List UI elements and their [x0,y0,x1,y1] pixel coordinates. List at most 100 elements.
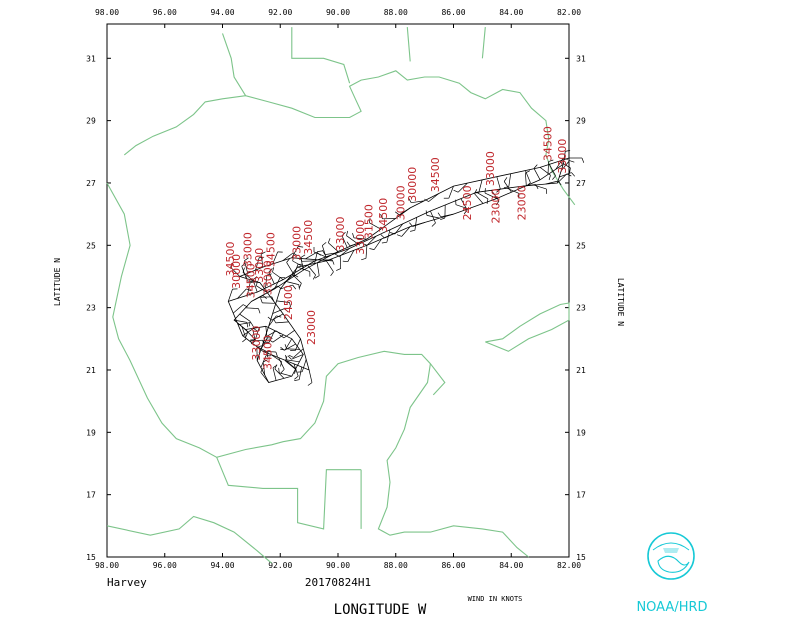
wind-barb-flag [292,256,294,262]
wind-barb [230,267,241,277]
lon-label-top: 94.00 [210,8,234,17]
wind-barb [255,257,260,271]
altitude-label: 34500 [262,335,275,370]
wind-barb-flag [288,354,294,358]
lon-label-bottom: 96.00 [153,561,177,570]
wind-barb-flag [250,322,254,327]
altitude-label: 34500 [265,232,278,267]
wind-barb [232,304,244,314]
wind-barb [234,319,247,323]
wind-barb [274,368,285,379]
coastline-segment [221,33,247,96]
wind-barb [426,215,440,219]
wind-barb-flag [463,209,468,215]
wind-barb-flag [331,259,335,265]
wind-barb [430,210,436,224]
wind-barb-flag [272,364,278,369]
coastline-segment [429,363,446,396]
wind-barb-flag [241,262,246,267]
wind-barb [539,167,551,176]
wind-barb-flag [317,250,323,252]
wind-barb-flag [245,275,248,281]
wind-barb-flag [292,284,297,290]
storm-name: Harvey [107,576,147,589]
wind-barb-flag [342,260,348,263]
wind-barb-flag [346,241,351,247]
wind-barb [262,362,266,376]
wind-barb-flag [535,184,539,190]
wind-barb-flag [266,273,272,276]
wind-barb [251,295,264,302]
wind-barb [237,288,247,299]
wind-barb [440,213,454,218]
wind-barb [321,245,327,259]
altitude-label: 33000 [354,220,367,255]
wind-barb [265,326,268,340]
wind-barb-flag [262,359,268,363]
wind-barb-flag [394,211,400,216]
wind-barb [297,266,310,272]
wind-barb [241,326,247,339]
wind-barb-flag [262,295,267,300]
altitude-label: 24500 [282,285,295,320]
wind-barb-flag [396,234,402,237]
wind-barb [247,280,261,284]
altitude-label: 33000 [241,232,254,267]
wind-barb [308,369,313,383]
wind-barb-flag [256,280,258,286]
lon-label-bottom: 98.00 [95,561,119,570]
altitude-label: 23000 [516,185,529,220]
altitude-labels: 34500 33000330003450030000300003450031500… [224,126,569,370]
wind-barb-flag [260,251,266,255]
wind-barb [522,184,536,187]
wind-barb [272,367,277,381]
wind-barb [292,260,305,268]
wind-barb [533,184,547,190]
wind-barb-flag [503,177,508,182]
wind-barb-flag [548,175,551,181]
flight-id: 20170824H1 [305,576,371,589]
wind-barb-flag [533,164,538,169]
wind-barb-flag [279,334,285,339]
wind-barb [227,288,233,302]
lat-label-left: 21 [86,366,96,375]
wind-barb-flag [389,232,396,235]
wind-barb-flag [322,250,326,255]
altitude-label: 33000 [250,326,263,361]
wind-barb [293,348,304,358]
wind-barb-flag [312,274,316,280]
wind-barb [241,266,247,279]
wind-barb [328,242,339,252]
wind-barb [283,330,295,339]
wind-barb-flag [334,253,340,257]
wind-barb [559,160,571,169]
altitude-label: 23000 [490,189,503,224]
wind-barb [285,360,296,370]
altitude-label: 34500 [377,198,390,233]
wind-barb [562,151,566,165]
altitude-label: 30000 [394,185,407,220]
wind-units-label: WIND IN KNOTS [468,595,523,603]
wind-barb-flag [260,298,263,304]
y-axis-title-right: LATITUDE N [616,278,625,326]
wind-barb-flag [496,188,501,193]
wind-barb-flag [361,257,367,261]
wind-barb [478,179,483,193]
lat-label-right: 21 [576,366,586,375]
lon-label-bottom: 92.00 [268,561,292,570]
lat-label-left: 25 [86,241,96,250]
wind-barb-flag [246,288,252,292]
wind-barb [280,284,293,290]
wind-barb [260,371,269,383]
wind-barb-flag [362,243,368,246]
altitude-label: 34500 [429,157,442,192]
coastline-segment [406,27,411,62]
wind-barb-flag [496,200,500,206]
wind-barb [284,343,296,351]
lon-label-top: 82.00 [557,8,581,17]
wind-barb-flag [552,175,556,180]
wind-barb-flag [569,160,575,163]
wind-barb-flag [525,170,531,174]
lat-label-right: 19 [576,428,586,437]
wind-barb-flag [298,246,304,248]
